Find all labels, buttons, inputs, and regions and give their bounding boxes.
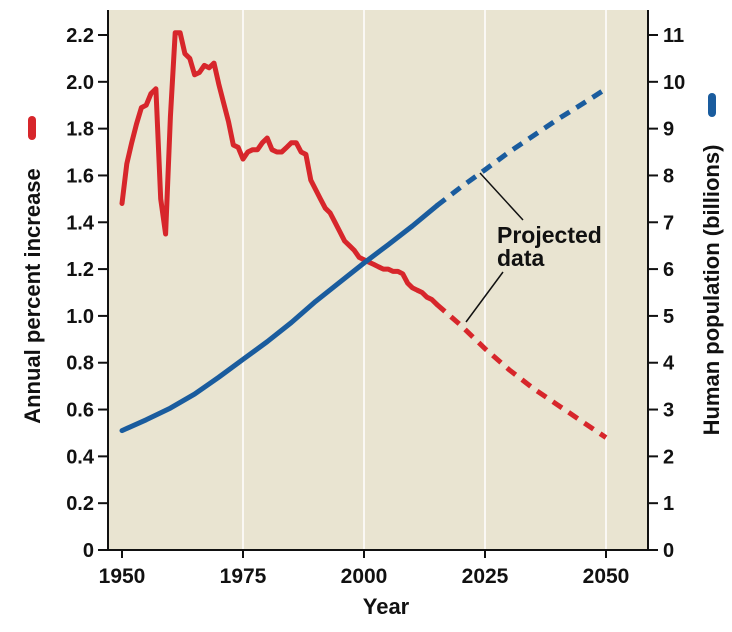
population-line-projected (435, 86, 608, 208)
x-tick-label: 2050 (583, 565, 630, 588)
right-tick-label: 5 (663, 306, 674, 328)
population-line-actual (119, 203, 440, 434)
left-tick-label: 0 (83, 540, 94, 562)
x-tick-label: 1950 (99, 565, 146, 588)
right-tick-label: 3 (663, 400, 674, 422)
x-tick-label: 2025 (462, 565, 509, 588)
annotation-line-2: data (497, 245, 545, 271)
x-tick-label: 2000 (341, 565, 388, 588)
left-tick-label: 1.4 (66, 212, 95, 234)
percent-line-actual (119, 30, 440, 307)
x-tick-label: 1975 (220, 565, 267, 588)
axes (98, 10, 658, 558)
left-tick-label: 1.6 (66, 165, 94, 187)
annotation-pointer-upper (479, 172, 524, 221)
right-tick-label: 11 (663, 25, 684, 47)
left-tick-label: 0.6 (66, 400, 94, 422)
left-tick-label: 0.8 (66, 353, 94, 375)
right-tick-label: 6 (663, 259, 674, 281)
right-tick-label: 8 (663, 165, 674, 187)
right-tick-label: 1 (663, 493, 674, 515)
left-axis-title: Annual percent increase (20, 168, 45, 424)
right-tick-label: 4 (663, 353, 675, 375)
population-series (119, 86, 608, 434)
left-tick-label: 1.0 (66, 306, 94, 328)
left-tick-label: 0.4 (66, 446, 95, 468)
grid-lines (242, 10, 607, 550)
right-tick-label: 0 (663, 540, 674, 562)
series-layer (119, 30, 608, 440)
right-tick-label: 9 (663, 119, 674, 141)
axis-labels: Year Annual percent increase Human populat… (20, 93, 724, 619)
x-axis-title: Year (363, 594, 410, 619)
left-tick-label: 1.2 (66, 259, 94, 281)
left-tick-label: 0.2 (66, 493, 94, 515)
left-tick-label: 2.0 (66, 72, 94, 94)
right-tick-label: 2 (663, 446, 674, 468)
right-tick-label: 7 (663, 212, 674, 234)
percent-increase-series (119, 30, 608, 440)
left-tick-label: 1.8 (66, 119, 94, 141)
right-tick-label: 10 (663, 72, 685, 94)
annotation-pointer-lower (465, 271, 504, 323)
tick-labels: 0 0.2 0.4 0.6 0.8 1.0 1.2 1.4 1.6 1.8 2.0 2.2 0 1 2 3 4 5… (66, 25, 685, 588)
left-tick-label: 2.2 (66, 25, 94, 47)
right-axis-title: Human population (billions) (699, 145, 724, 436)
plot-background (108, 10, 648, 550)
annotation-line-1: Projected (497, 222, 602, 248)
